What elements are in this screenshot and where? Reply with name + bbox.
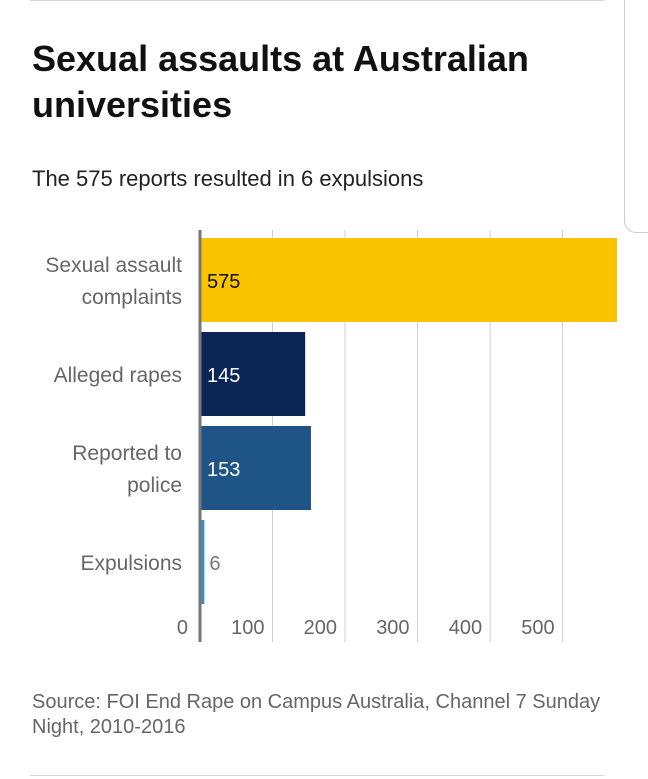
category-label-alleged-rapes: Alleged rapes bbox=[54, 364, 182, 387]
bar-sexual-assault-complaints bbox=[200, 238, 617, 322]
bar-alleged-rapes bbox=[200, 332, 306, 416]
x-tick-label-200: 200 bbox=[304, 617, 337, 639]
x-tick-label-0: 0 bbox=[177, 617, 188, 639]
category-label-reported-to-police: Reported to police bbox=[72, 442, 182, 497]
top-divider bbox=[30, 0, 604, 1]
chart-title: Sexual assaults at Australian universiti… bbox=[32, 38, 529, 125]
value-label-reported-to-police: 153 bbox=[207, 459, 240, 481]
value-label-alleged-rapes: 145 bbox=[207, 365, 240, 387]
bar-expulsions bbox=[200, 520, 205, 604]
chart-subtitle: The 575 reports resulted in 6 expulsions bbox=[32, 166, 424, 191]
bottom-divider bbox=[30, 775, 604, 776]
x-axis-ticks: 0 100 200 300 400 500 bbox=[177, 617, 555, 639]
x-tick-label-100: 100 bbox=[231, 617, 264, 639]
value-label-expulsions: 6 bbox=[209, 553, 220, 575]
category-labels: Sexual assault complaints Alleged rapes Rep… bbox=[45, 254, 182, 575]
value-label-sexual-assault-complaints: 575 bbox=[207, 271, 240, 293]
bars: 575 145 153 6 bbox=[198, 230, 617, 642]
x-tick-label-400: 400 bbox=[449, 617, 482, 639]
category-label-sexual-assault-complaints: Sexual assault complaints bbox=[45, 254, 182, 309]
category-label-expulsions: Expulsions bbox=[80, 552, 182, 575]
source-note: Source: FOI End Rape on Campus Australia… bbox=[32, 691, 601, 738]
bar-chart: 575 145 153 6 Sexual assault complaints Alleg… bbox=[45, 230, 617, 642]
scroll-edge bbox=[624, 0, 648, 233]
x-tick-label-300: 300 bbox=[376, 617, 409, 639]
bar-reported-to-police bbox=[200, 426, 311, 510]
x-tick-label-500: 500 bbox=[521, 617, 554, 639]
